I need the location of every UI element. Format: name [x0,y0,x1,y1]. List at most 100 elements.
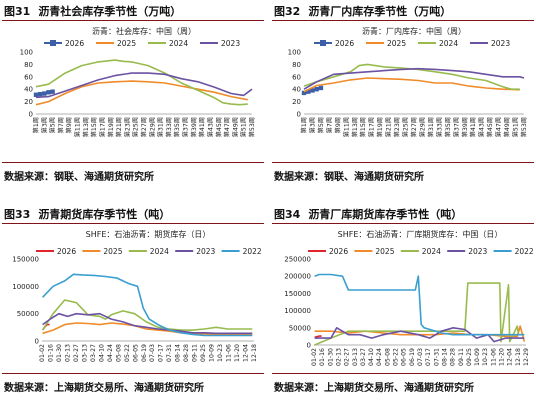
x-tick-label: 第3周 [308,117,316,133]
x-tick-label: 第53周 [248,117,256,137]
x-tick-label: 06-19 [141,344,148,362]
x-tick-label: 第31周 [427,117,435,137]
x-tick-label: 第21周 [385,117,393,137]
x-tick-label: 10-23 [217,344,224,362]
figure-number: 图32 [274,5,301,18]
figure-caption: 沥青厂内库存季节性（万吨） [308,5,452,18]
y-tick-label: 80 [292,61,301,69]
legend-label-2024: 2024 [439,39,458,48]
x-tick-label: 03-27 [360,348,367,366]
bottom-rule [2,162,264,163]
x-tick-label: 03-13 [352,348,359,366]
legend-label-2023: 2023 [491,39,510,48]
y-tick-label: 60 [24,73,33,81]
x-tick-label: 11-06 [226,344,233,362]
x-tick-label: 第13周 [351,117,359,137]
x-tick-label: 11-20 [234,344,241,362]
x-tick-label: 09-11 [192,344,199,362]
x-tick-label: 第49周 [503,117,511,137]
x-tick-label: 01-02 [39,344,46,362]
series-line-2023 [35,72,253,99]
y-tick-label: 50000 [289,324,311,332]
x-tick-label: 01-16 [47,344,54,362]
chart-subtitle: 沥青：社会库存：中国（周） [92,26,196,36]
source-note: 数据来源：钢联、海通期货研究所 [274,172,424,183]
x-tick-label: 08-14 [441,348,448,366]
data-point-2026 [46,90,51,95]
x-tick-label: 05-22 [124,344,131,362]
x-tick-label: 03-27 [90,344,97,362]
y-tick-label: 20 [24,98,33,106]
x-tick-label: 08-28 [450,348,457,366]
x-tick-label: 第1周 [32,117,40,133]
x-tick-label: 第39周 [190,117,198,137]
y-tick-label: 80 [24,61,33,69]
x-tick-label: 第11周 [74,117,82,137]
x-tick-label: 第33周 [165,117,173,137]
legend-label-2022: 2022 [515,247,534,256]
figure-number: 图31 [4,5,31,18]
x-tick-label: 第35周 [444,117,452,137]
y-tick-label: 200000 [284,273,311,281]
x-tick-label: 第17周 [98,117,106,137]
y-tick-label: 40 [24,86,33,94]
figure-caption: 沥青厂库期货库存季节性（吨） [308,208,463,221]
legend-label-2025: 2025 [375,247,394,256]
y-tick-label: 100000 [284,307,311,315]
x-tick-label: 第15周 [359,117,367,137]
bottom-rule [272,373,534,374]
y-tick-label: 20 [292,98,301,106]
x-tick-label: 第13周 [82,117,90,137]
panel-plant-inventory: 图32 沥青厂内库存季节性（万吨） 沥青：厂内库存：中国（周） 2026 2025 20… [272,0,534,196]
x-tick-label: 05-08 [384,348,391,366]
x-tick-label: 06-05 [401,348,408,366]
panel-futures-inventory: 图33 沥青期货库存季节性（吨） SHFE：石油沥青：期货库存（日） 2026 202… [2,203,264,409]
chart-subtitle: SHFE：石油沥青：期货库存（日） [86,229,211,239]
chart-subtitle: 沥青：厂内库存：中国（周） [362,26,466,36]
x-tick-label: 07-31 [166,344,173,362]
x-tick-label: 12-04 [243,344,250,362]
legend-label-2022: 2022 [243,247,262,256]
source-note: 数据来源：上海期货交易所、海通期货研究所 [4,383,204,394]
series-line-2025 [303,77,520,93]
x-tick-label: 第1周 [300,117,308,133]
series-line-2022 [314,273,525,336]
figure-title: 图33 沥青期货库存季节性（吨） [4,206,170,222]
x-tick-label: 第7周 [57,117,65,133]
series-line-2023 [303,67,525,90]
series-line-2025 [42,322,253,336]
x-tick-label: 第29周 [148,117,156,137]
legend-label-2025: 2025 [387,39,406,48]
x-tick-label: 04-10 [98,344,105,362]
legend-label-2026: 2026 [335,39,354,48]
panel-factory-futures-inventory: 图34 沥青厂库期货库存季节性（吨） SHFE：石油沥青：厂库期货库存：中国（日）… [272,203,534,409]
x-tick-label: 第5周 [317,117,325,133]
x-tick-label: 04-10 [368,348,375,366]
figure-caption: 沥青社会库存季节性（万吨） [38,5,182,18]
x-tick-label: 第35周 [173,117,181,137]
legend-label-2025: 2025 [117,39,136,48]
series-line-2023 [42,312,253,335]
data-point-2026 [33,92,39,97]
data-point-2026 [50,89,55,94]
y-tick-label: 0 [35,338,39,346]
source-note: 数据来源：钢联、海通期货研究所 [4,172,154,183]
x-tick-label: 12-29 [523,348,530,366]
series-line-2024 [303,63,520,90]
x-tick-label: 04-24 [376,348,383,366]
legend-label-2024: 2024 [422,247,441,256]
top-rule [2,223,264,224]
x-tick-label: 08-28 [183,344,190,362]
legend-label-2023: 2023 [196,247,215,256]
x-tick-label: 01-16 [319,348,326,366]
x-tick-label: 第43周 [206,117,214,137]
figure-title: 图32 沥青厂内库存季节性（万吨） [274,3,451,19]
data-point-2026 [314,87,319,92]
y-tick-label: 50000 [17,310,39,318]
x-tick-label: 第41周 [198,117,206,137]
y-tick-label: 150000 [284,290,311,298]
series-line-2024 [35,59,248,106]
x-tick-label: 第3周 [40,117,48,133]
bottom-rule [2,373,264,374]
x-tick-label: 第11周 [342,117,350,137]
